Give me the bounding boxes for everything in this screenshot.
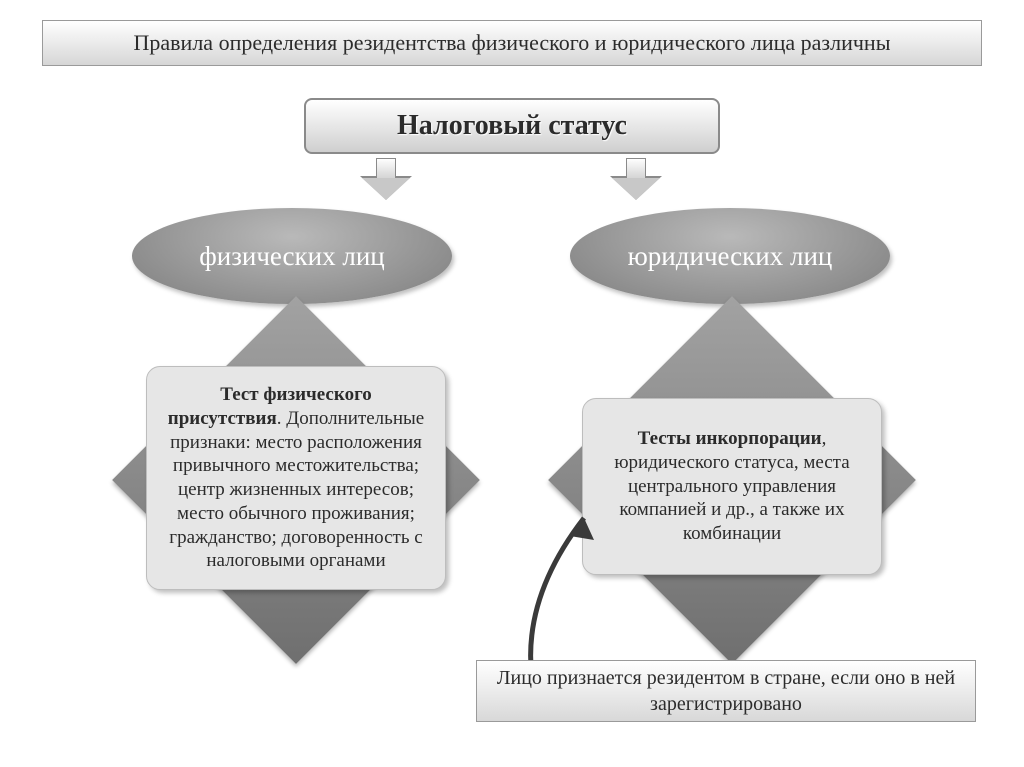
- footer-text: Лицо признается резидентом в стране, есл…: [487, 665, 965, 717]
- title-box: Налоговый статус: [304, 98, 720, 154]
- ellipse-legal-entities: юридических лиц: [570, 208, 890, 304]
- header-banner: Правила определения резидентства физичес…: [42, 20, 982, 66]
- footer-box: Лицо признается резидентом в стране, есл…: [476, 660, 976, 722]
- title-text: Налоговый статус: [397, 110, 627, 142]
- ellipse-right-label: юридических лиц: [628, 241, 833, 272]
- info-box-individuals: Тест физического присутствия. Дополнител…: [146, 366, 446, 590]
- arrow-down-left: [362, 158, 410, 202]
- ellipse-left-label: физических лиц: [199, 241, 384, 272]
- info-right-title: Тесты инкорпорации: [638, 428, 822, 449]
- ellipse-individuals: физических лиц: [132, 208, 452, 304]
- info-box-legal-entities: Тесты инкорпорации, юридического статуса…: [582, 398, 882, 575]
- header-text: Правила определения резидентства физичес…: [134, 30, 891, 56]
- info-left-body: . Дополнительные признаки: место располо…: [169, 408, 424, 572]
- arrow-down-right: [612, 158, 660, 202]
